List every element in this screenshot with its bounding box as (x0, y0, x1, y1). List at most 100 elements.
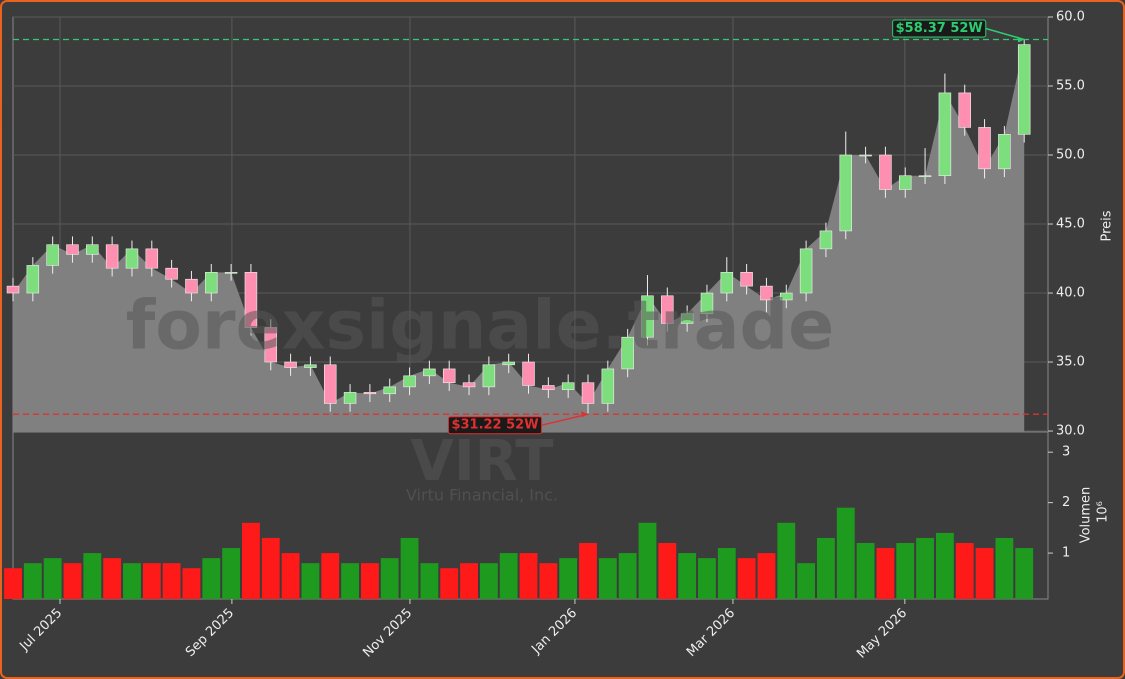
annotation-label: $58.37 52W (896, 21, 983, 36)
candle-body (621, 336, 634, 370)
y2-tick-label: 1 (1062, 546, 1070, 561)
candle-body (1017, 44, 1031, 135)
volume-bar (182, 568, 201, 599)
volume-bar (242, 522, 260, 599)
volume-bar (995, 537, 1014, 599)
volume-bar (23, 563, 42, 599)
candle-body (145, 248, 159, 269)
candle-body (304, 364, 317, 368)
candle-body (898, 175, 912, 190)
candle-body (958, 92, 971, 128)
volume-bar (797, 563, 816, 599)
candle-body (918, 175, 932, 178)
candle-body (998, 134, 1011, 170)
watermark: forexsignale.trade (126, 287, 835, 366)
candle-body (780, 292, 793, 301)
volume-bar (1015, 548, 1034, 599)
volume-bar (916, 537, 934, 599)
candle-body (343, 392, 357, 404)
candle-body (46, 244, 59, 266)
volume-bar (817, 537, 835, 599)
candle-body (561, 382, 575, 390)
candle-body (383, 386, 396, 395)
y-tick-label: 45.0 (1056, 217, 1085, 232)
volume-bar (162, 563, 181, 599)
volume-bar (142, 563, 161, 599)
volume-bar (4, 568, 22, 599)
annotation-box (892, 19, 987, 38)
volume-bar (460, 563, 478, 599)
volume-bar (380, 558, 399, 599)
volume-bar (598, 558, 617, 599)
volume-bar (301, 563, 320, 599)
candle-body (760, 285, 773, 301)
candle-body (661, 295, 674, 324)
candle-body (105, 244, 119, 269)
y2-unit: 10⁶ (1096, 501, 1111, 523)
company-watermark: Virtu Financial, Inc. (406, 486, 558, 505)
candle-body (185, 278, 198, 294)
candle-body (680, 313, 694, 324)
y-axis-label: Preis (1100, 210, 1115, 241)
volume-bar (638, 522, 657, 599)
candle-body (522, 361, 535, 386)
candle-body (482, 364, 496, 388)
y-tick-label: 50.0 (1056, 148, 1085, 163)
volume-bar (400, 537, 419, 599)
annotation-arrowhead (1017, 36, 1025, 43)
volume-bar (420, 563, 439, 599)
candle-body (66, 244, 79, 255)
volume-bar (499, 553, 518, 599)
candle-body (26, 265, 40, 294)
candle-body (641, 295, 654, 338)
volume-bar (836, 507, 855, 599)
volume-bar (479, 563, 498, 599)
volume-bar (896, 542, 915, 599)
volume-bar (559, 558, 578, 599)
candle-body (581, 382, 595, 404)
candle-body (125, 248, 139, 269)
candle-body (403, 375, 416, 388)
candle-body (462, 382, 476, 388)
volume-bar (935, 532, 954, 599)
annotation-arrowhead (581, 411, 588, 418)
volume-bar (975, 548, 994, 599)
candle-body (224, 272, 238, 274)
price-area (13, 44, 1025, 432)
candle-body (601, 368, 615, 404)
volume-bar (777, 522, 796, 599)
y2-tick-label: 3 (1062, 445, 1070, 460)
symbol-watermark: VIRT (411, 429, 554, 494)
volume-bar (440, 568, 459, 599)
volume-bar (717, 548, 736, 599)
y2-tick-label: 2 (1062, 495, 1070, 510)
y2-axis-label: Volumen (1079, 487, 1094, 544)
volume-bar (757, 553, 776, 599)
candle-body (363, 392, 377, 395)
candle-body (284, 361, 297, 368)
candle-body (839, 154, 853, 232)
volume-bar (737, 558, 756, 599)
candle-body (502, 361, 515, 366)
candle-body (799, 248, 813, 294)
candle-body (859, 154, 872, 157)
candle-body (264, 327, 278, 363)
volume-bar (955, 542, 974, 599)
candle-body (819, 230, 833, 250)
candle-body (205, 272, 218, 294)
y-tick-label: 60.0 (1056, 10, 1085, 25)
volume-bar (63, 563, 82, 599)
candle-body (700, 292, 714, 315)
volume-bar (360, 563, 379, 599)
candle-body (542, 385, 555, 390)
candle-body (938, 92, 952, 177)
annotation-arrow (541, 413, 589, 426)
candle-body (740, 272, 753, 287)
volume-bar (341, 563, 359, 599)
volume-bar (202, 558, 221, 599)
volume-bar (261, 537, 280, 599)
y-tick-label: 55.0 (1056, 79, 1085, 94)
candle-body (323, 364, 337, 404)
y-tick-label: 40.0 (1056, 286, 1085, 301)
